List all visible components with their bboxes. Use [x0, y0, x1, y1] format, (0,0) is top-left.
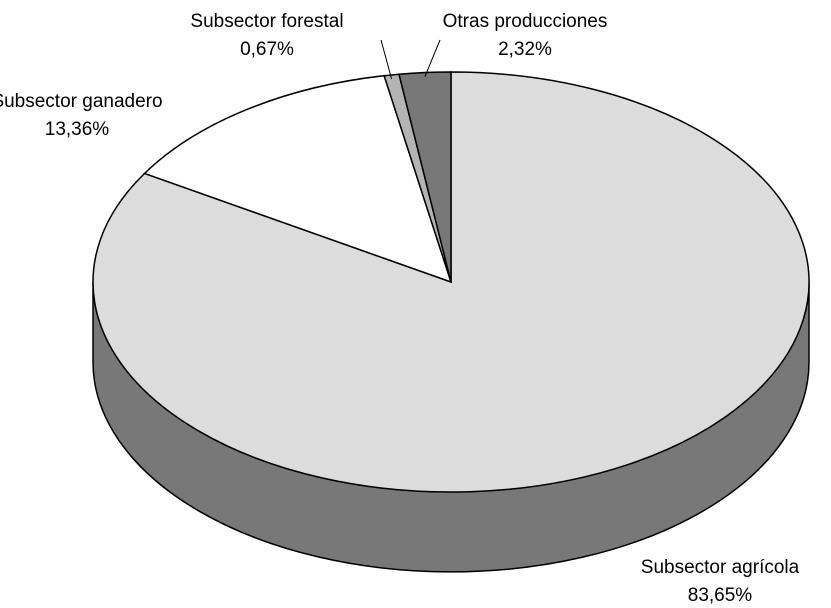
slice-value-label: 83,65%	[688, 585, 753, 606]
slice-value-label: 13,36%	[45, 119, 110, 140]
pie-slice	[398, 71, 452, 283]
slice-label: Subsector agrícola	[641, 557, 800, 578]
slice-value-label: 0,67%	[240, 39, 294, 60]
slice-label: Subsector forestal	[190, 11, 343, 32]
leader-line	[424, 39, 441, 77]
pie-slice	[143, 74, 453, 284]
slice-label: Otras producciones	[443, 11, 608, 32]
slice-value-label: 2,32%	[498, 39, 552, 60]
leader-line	[380, 39, 393, 80]
slice-label: Subsector ganadero	[0, 91, 163, 112]
